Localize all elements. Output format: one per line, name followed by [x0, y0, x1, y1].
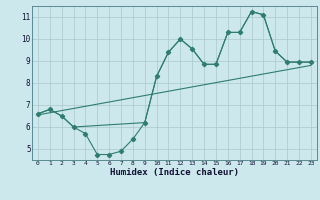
- X-axis label: Humidex (Indice chaleur): Humidex (Indice chaleur): [110, 168, 239, 177]
